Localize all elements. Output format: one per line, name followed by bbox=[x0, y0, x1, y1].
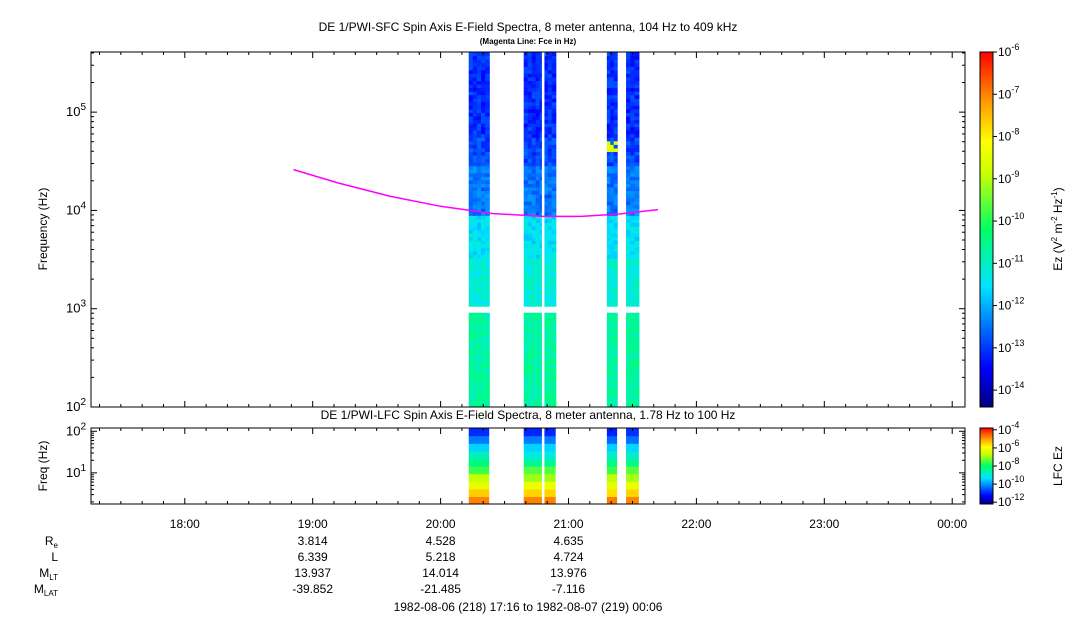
orbit-value: 4.724 bbox=[553, 550, 583, 564]
orbit-value: -7.116 bbox=[552, 582, 585, 596]
lfc-y-axis: 101 102 bbox=[66, 421, 965, 503]
colorbar-tick-label: 10-12 bbox=[998, 492, 1024, 509]
orbit-value: 14.014 bbox=[422, 566, 459, 580]
y-tick-label: 104 bbox=[66, 200, 86, 217]
sfc-y-axis: 102 103 104 105 bbox=[66, 52, 965, 414]
lfc-data-block bbox=[523, 428, 556, 504]
y-tick-label: 103 bbox=[66, 299, 86, 316]
colorbar-tick-label: 10-6 bbox=[998, 438, 1019, 455]
lfc-y-label: Freq (Hz) bbox=[36, 441, 50, 492]
lfc-plot-frame bbox=[90, 427, 966, 505]
lfc-spectrogram bbox=[468, 428, 639, 504]
x-tick-label: 22:00 bbox=[681, 517, 711, 531]
sfc-colorbar bbox=[979, 51, 994, 408]
orbit-value: -39.852 bbox=[292, 582, 333, 596]
colorbar-tick-label: 10-9 bbox=[998, 169, 1019, 186]
orbit-value: 6.339 bbox=[298, 550, 328, 564]
x-tick-label: 00:00 bbox=[937, 517, 967, 531]
main-subtitle: (Magenta Line: Fce in Hz) bbox=[480, 37, 577, 46]
y-tick-label: 102 bbox=[66, 421, 86, 438]
sfc-data-block bbox=[625, 52, 640, 407]
sfc-spectrogram bbox=[293, 52, 659, 407]
colorbar-tick-label: 10-6 bbox=[998, 42, 1019, 59]
x-tick-label: 18:00 bbox=[170, 517, 200, 531]
colorbar-tick-label: 10-8 bbox=[998, 456, 1019, 473]
colorbar-tick-label: 10-8 bbox=[998, 127, 1019, 144]
sfc-y-label: Frequency (Hz) bbox=[36, 188, 50, 271]
y-tick-label: 105 bbox=[66, 102, 86, 119]
x-tick-label: 23:00 bbox=[809, 517, 839, 531]
orbit-value: 13.976 bbox=[550, 566, 587, 580]
sfc-colorbar-label: Ez (V2 m-2 Hz-1) bbox=[1050, 187, 1065, 270]
sfc-colorbar-ticks: 10-6 10-7 10-8 10-9 10-10 10-11 10-12 10-13 10-1… bbox=[993, 42, 1024, 397]
lfc-colorbar-label: LFC Ez bbox=[1051, 446, 1065, 486]
orbit-table: Re 3.814 4.528 4.635 L 6.339 5.218 4.724 MLT 13.9… bbox=[34, 534, 587, 598]
sfc-data-block bbox=[522, 52, 557, 407]
colorbar-tick-label: 10-10 bbox=[998, 474, 1024, 491]
orbit-row-label: L bbox=[51, 550, 58, 564]
orbit-value: 13.937 bbox=[294, 566, 331, 580]
x-tick-label: 21:00 bbox=[553, 517, 583, 531]
orbit-value: -21.485 bbox=[420, 582, 461, 596]
orbit-row-label: MLAT bbox=[34, 582, 58, 598]
x-tick-label: 20:00 bbox=[426, 517, 456, 531]
x-tick-label: 19:00 bbox=[298, 517, 328, 531]
colorbar-tick-label: 10-14 bbox=[998, 380, 1024, 397]
colorbar-tick-label: 10-13 bbox=[998, 338, 1024, 355]
sfc-data-block bbox=[467, 52, 491, 407]
time-axis: 18:00 19:00 20:00 21:00 22:00 23:00 00:00 bbox=[99, 52, 968, 531]
sfc-data-block bbox=[605, 52, 619, 407]
orbit-value: 3.814 bbox=[298, 534, 328, 548]
colorbar-tick-label: 10-4 bbox=[998, 420, 1019, 437]
lfc-data-block bbox=[606, 428, 618, 504]
colorbar-tick-label: 10-11 bbox=[998, 253, 1024, 270]
y-tick-label: 102 bbox=[66, 397, 86, 414]
lfc-data-block bbox=[468, 428, 490, 504]
sfc-plot-frame bbox=[90, 51, 966, 408]
orbit-value: 4.635 bbox=[553, 534, 583, 548]
orbit-row-label: Re bbox=[45, 534, 59, 550]
lfc-data-block bbox=[626, 428, 639, 504]
date-range: 1982-08-06 (218) 17:16 to 1982-08-07 (21… bbox=[394, 600, 663, 614]
orbit-value: 4.528 bbox=[426, 534, 456, 548]
lfc-colorbar bbox=[979, 427, 994, 505]
colorbar-tick-label: 10-12 bbox=[998, 296, 1024, 313]
lfc-title: DE 1/PWI-LFC Spin Axis E-Field Spectra, … bbox=[321, 408, 736, 422]
fce-line bbox=[293, 168, 659, 218]
colorbar-tick-label: 10-7 bbox=[998, 84, 1019, 101]
main-title: DE 1/PWI-SFC Spin Axis E-Field Spectra, … bbox=[319, 20, 738, 34]
orbit-row-label: MLT bbox=[39, 566, 58, 582]
y-tick-label: 101 bbox=[66, 463, 86, 480]
orbit-value: 5.218 bbox=[426, 550, 456, 564]
colorbar-tick-label: 10-10 bbox=[998, 211, 1024, 228]
